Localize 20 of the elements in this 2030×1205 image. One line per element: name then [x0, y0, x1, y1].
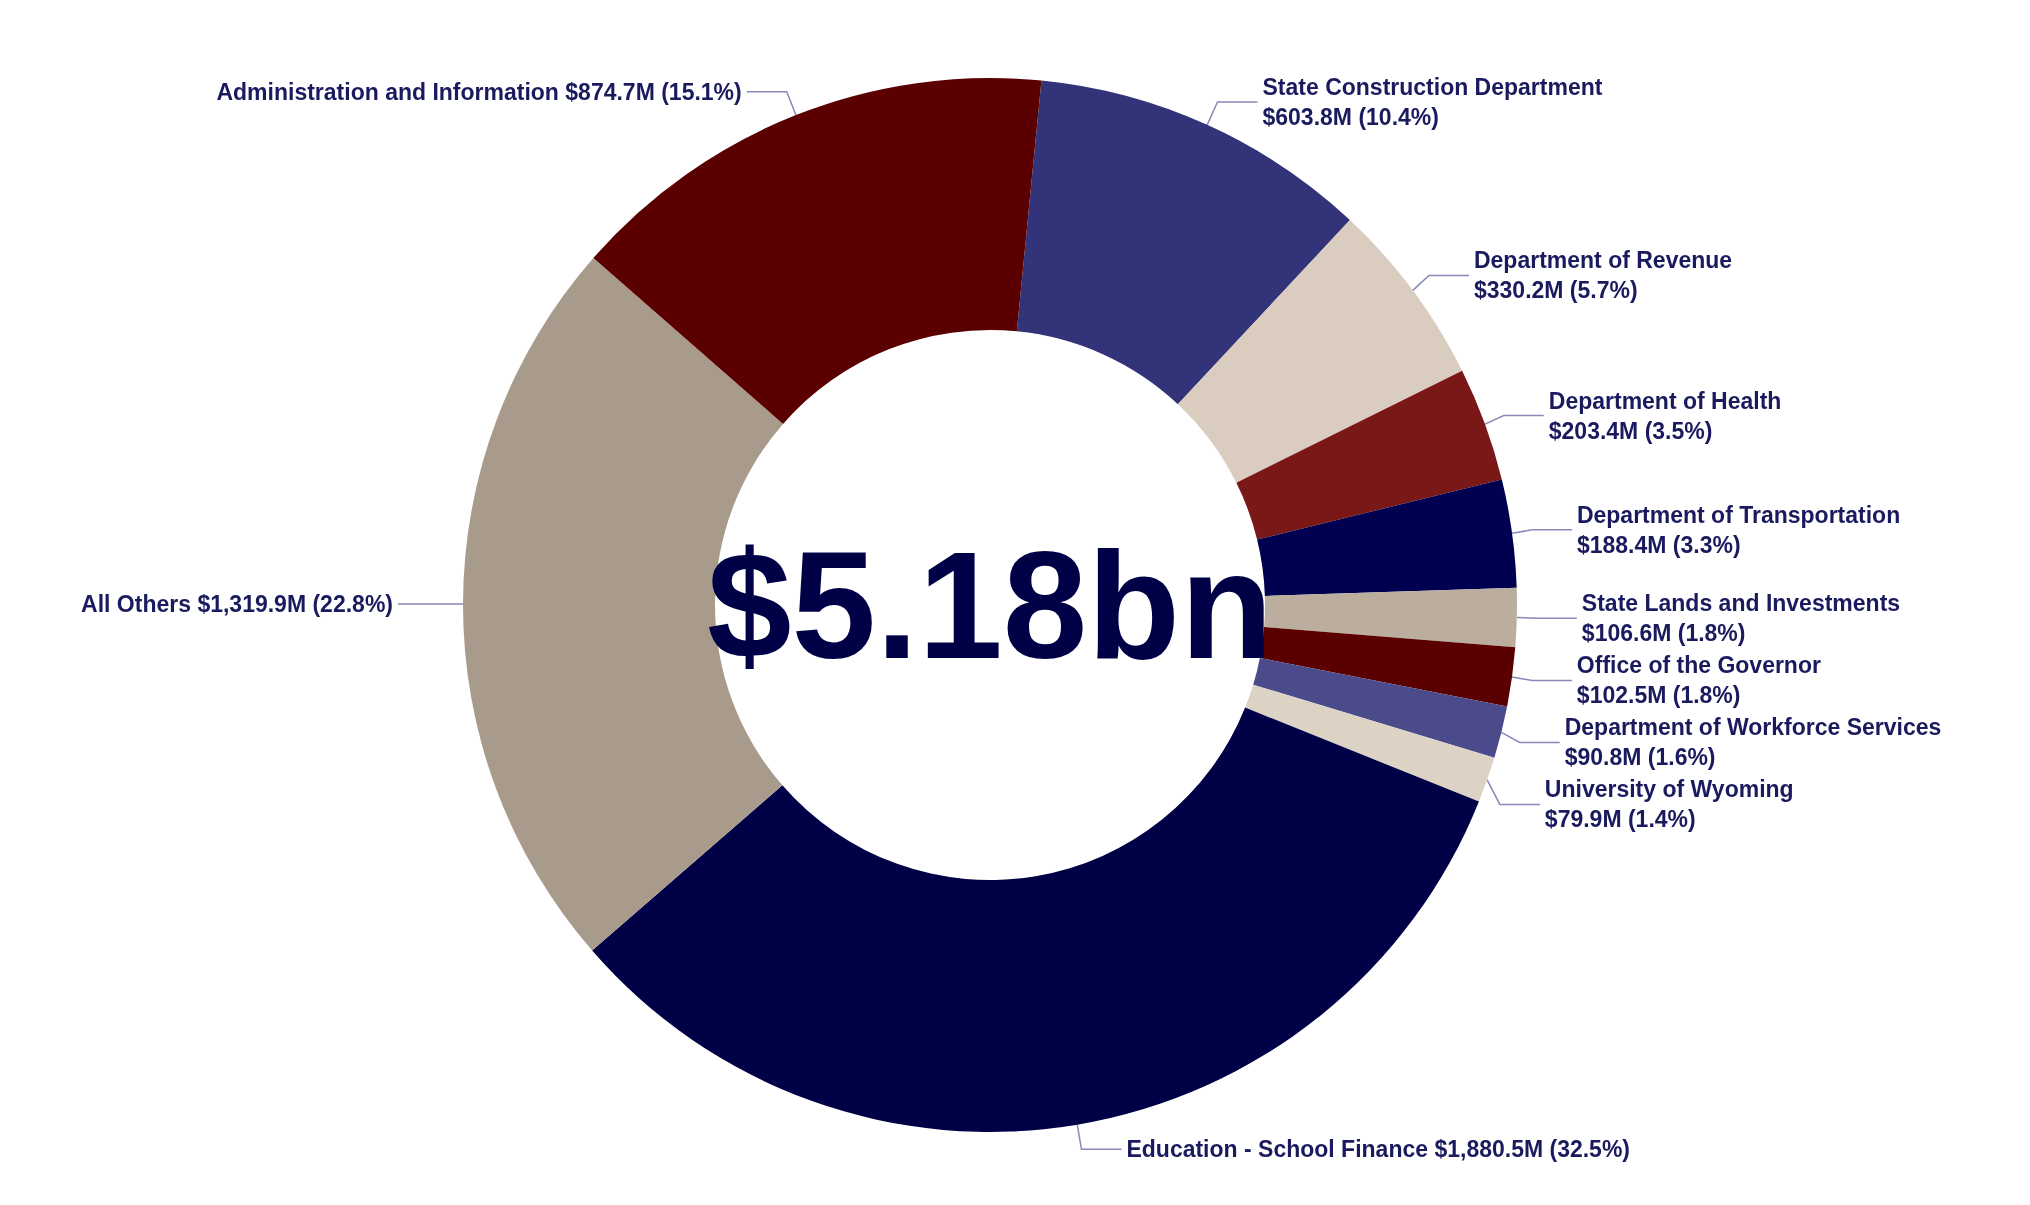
- text: $5.18bn: [706, 520, 1274, 690]
- data-label: $203.4M (3.5%): [1548, 417, 1713, 444]
- slice-label: All Others $1,319.9M (22.8%): [81, 590, 393, 617]
- slice-label: Department of Health: [1548, 387, 1782, 414]
- slice-label: State Construction Department: [1262, 74, 1603, 101]
- slice-label: Administration and Information $874.7M (15.1%): [216, 78, 742, 105]
- data-label: $102.5M (1.8%): [1576, 682, 1741, 709]
- data-label: $106.6M (1.8%): [1581, 620, 1746, 647]
- data-label: $188.4M (3.3%): [1576, 531, 1741, 558]
- data-label: $603.8M (10.4%): [1262, 104, 1439, 131]
- slice-label: Department of Transportation: [1576, 501, 1901, 528]
- data-label: $330.2M (5.7%): [1473, 277, 1638, 304]
- data-label: $90.8M (1.6%): [1564, 744, 1716, 771]
- slice-label: Office of the Governor: [1576, 652, 1821, 679]
- slice-label: Department of Workforce Services: [1564, 714, 1942, 741]
- slice-label: Education - School Finance $1,880.5M (32.5%): [1126, 1136, 1631, 1163]
- slice-label: State Lands and Investments: [1581, 590, 1901, 617]
- slice-label: Department of Revenue: [1473, 247, 1733, 274]
- slice-label: University of Wyoming: [1544, 776, 1794, 803]
- data-label: $79.9M (1.4%): [1544, 806, 1696, 833]
